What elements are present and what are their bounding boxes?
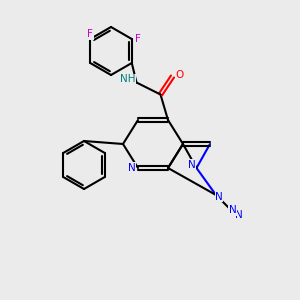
Text: F: F bbox=[87, 29, 93, 40]
Text: N: N bbox=[188, 160, 196, 170]
Text: F: F bbox=[135, 34, 141, 44]
Text: N: N bbox=[215, 191, 223, 202]
Text: N: N bbox=[128, 163, 136, 173]
Text: NH: NH bbox=[120, 74, 135, 85]
Text: O: O bbox=[176, 70, 184, 80]
Text: N: N bbox=[229, 205, 236, 215]
Text: N: N bbox=[235, 209, 242, 220]
